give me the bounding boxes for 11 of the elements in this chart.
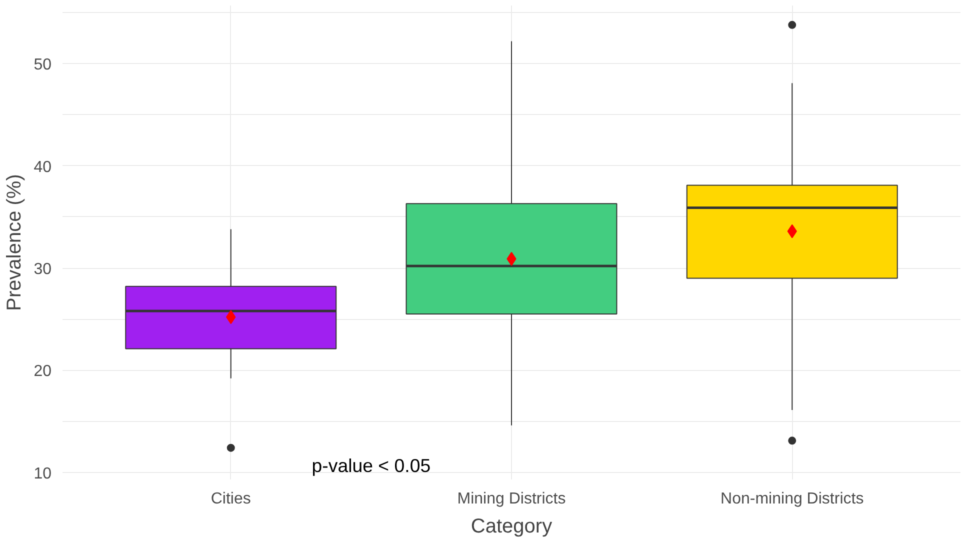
y-tick-label: 30	[34, 261, 52, 278]
y-tick-label: 40	[34, 158, 52, 176]
x-tick-label: Non-mining Districts	[720, 490, 864, 508]
annotation: p-value < 0.05	[312, 454, 431, 476]
y-tick-label: 10	[34, 465, 52, 482]
x-tick-label: Mining Districts	[457, 490, 566, 508]
x-axis-title: Category	[470, 516, 552, 538]
y-axis-title: Prevalence (%)	[4, 174, 26, 311]
x-tick-label: Cities	[210, 490, 251, 508]
y-tick-label: 20	[34, 363, 52, 380]
y-tick-label: 50	[34, 56, 52, 74]
